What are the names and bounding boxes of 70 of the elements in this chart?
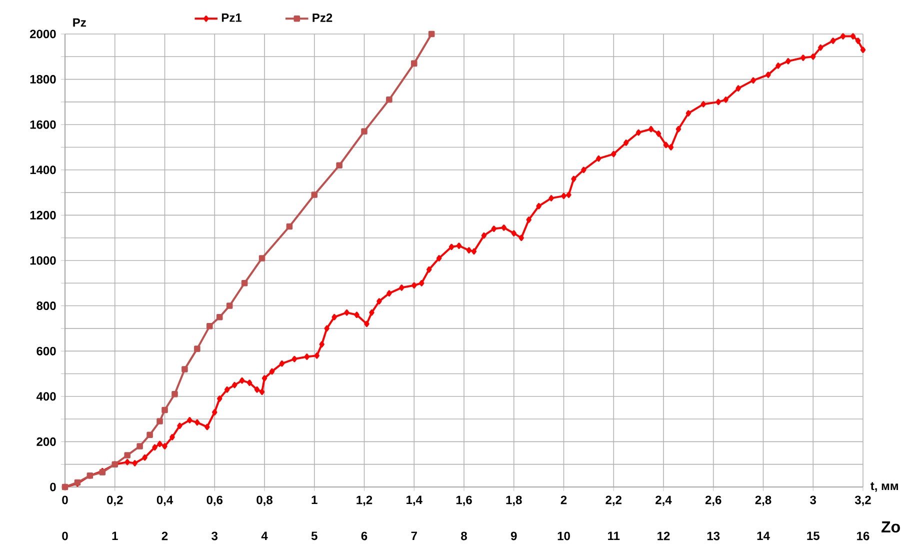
y-tick-label: 400 bbox=[36, 392, 56, 401]
x2-tick-label: 11 bbox=[608, 532, 620, 540]
legend-label: Pz2 bbox=[312, 13, 332, 22]
point bbox=[156, 418, 163, 424]
x-tick-label: 0 bbox=[62, 496, 68, 504]
x-tick-label: 2,4 bbox=[656, 496, 672, 506]
point bbox=[286, 223, 293, 230]
y-tick-label: 200 bbox=[36, 437, 56, 446]
x-tick-label: 0,2 bbox=[107, 496, 123, 506]
x-tick-label: 0,6 bbox=[206, 496, 223, 506]
x-tick-label: 1,6 bbox=[456, 496, 472, 506]
y-tick-label: 0 bbox=[50, 482, 56, 492]
point bbox=[241, 280, 248, 286]
x2-tick-label: 12 bbox=[658, 532, 670, 540]
point bbox=[162, 406, 168, 414]
y-tick-label: 1400 bbox=[30, 166, 56, 174]
x-tick-label: 2,6 bbox=[705, 496, 722, 506]
x-tick-label: 0,8 bbox=[256, 496, 272, 506]
point bbox=[124, 452, 130, 458]
x-tick-label: 3,2 bbox=[854, 496, 871, 506]
point bbox=[410, 60, 418, 67]
x2-tick-label: 6 bbox=[361, 532, 368, 540]
y-tick-label: 2000 bbox=[30, 30, 56, 38]
x-tick-label: 2,8 bbox=[755, 496, 772, 506]
x-tick-label: 3 bbox=[810, 496, 816, 504]
y-axis-title: Pz bbox=[73, 18, 86, 27]
x-tick-label: 1,4 bbox=[406, 496, 422, 506]
y-tick-label: 1600 bbox=[30, 120, 56, 129]
x-tick-label: 1,8 bbox=[506, 496, 522, 506]
point bbox=[146, 432, 153, 438]
point bbox=[172, 390, 178, 398]
x2-axis-title: Zo bbox=[882, 521, 900, 533]
point bbox=[258, 255, 266, 262]
x2-tick-label: 4 bbox=[261, 532, 268, 540]
y-tick-label: 1800 bbox=[30, 75, 56, 84]
x2-tick-label: 9 bbox=[510, 532, 517, 540]
point bbox=[386, 96, 392, 103]
x2-tick-label: 8 bbox=[461, 532, 467, 540]
x2-tick-label: 5 bbox=[311, 532, 318, 540]
x2-tick-label: 2 bbox=[162, 532, 168, 540]
point bbox=[216, 314, 223, 320]
x-axis-title: t, мм bbox=[870, 482, 898, 492]
point bbox=[336, 162, 342, 168]
x2-tick-label: 10 bbox=[558, 532, 570, 540]
point bbox=[206, 323, 213, 330]
x2-tick-label: 15 bbox=[807, 532, 820, 540]
x2-tick-label: 14 bbox=[757, 532, 770, 540]
point bbox=[182, 366, 188, 372]
x-tick-label: 0,4 bbox=[156, 496, 174, 506]
x2-tick-label: 7 bbox=[411, 532, 417, 540]
x2-tick-label: 1 bbox=[112, 532, 118, 540]
y-tick-label: 600 bbox=[36, 346, 56, 356]
legend-label: Pz1 bbox=[222, 14, 242, 22]
x-tick-label: 2 bbox=[560, 496, 567, 504]
x2-tick-label: 16 bbox=[857, 532, 870, 540]
point bbox=[194, 346, 200, 352]
y-tick-label: 1200 bbox=[30, 210, 56, 220]
point bbox=[226, 302, 233, 309]
x2-tick-label: 0 bbox=[62, 532, 68, 540]
x-tick-label: 2,2 bbox=[606, 496, 622, 506]
y-tick-label: 1000 bbox=[30, 256, 56, 265]
point bbox=[311, 192, 318, 198]
y-tick-label: 800 bbox=[36, 302, 56, 310]
point bbox=[428, 30, 435, 38]
point bbox=[136, 443, 143, 450]
x-tick-label: 1,2 bbox=[356, 496, 372, 506]
x-tick-label: 1 bbox=[312, 496, 318, 504]
x2-tick-label: 3 bbox=[212, 532, 218, 540]
point bbox=[361, 128, 368, 135]
x2-tick-label: 13 bbox=[707, 532, 720, 540]
